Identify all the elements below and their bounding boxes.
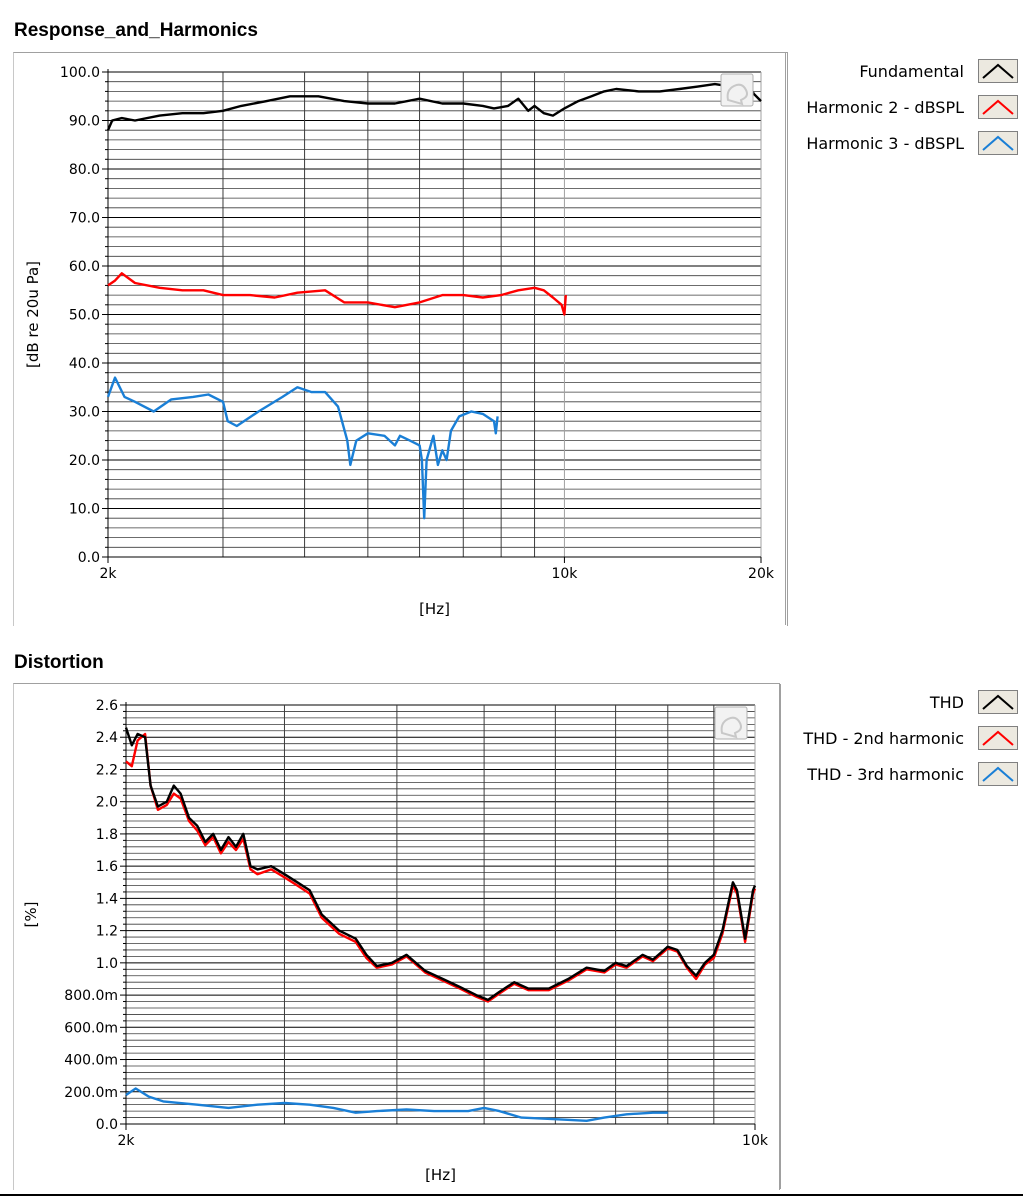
- legend-item[interactable]: Fundamental: [780, 58, 1018, 84]
- y-tick-label: 60.0: [69, 259, 100, 275]
- y-tick-label: 100.0: [60, 65, 100, 81]
- legend-separator: [780, 684, 781, 1189]
- y-tick-label: 400.0m: [64, 1053, 118, 1069]
- y-axis-title: [dB re 20u Pa]: [24, 261, 42, 368]
- legend-item[interactable]: Harmonic 3 - dBSPL: [780, 130, 1018, 156]
- plot-area: [126, 705, 755, 1124]
- y-tick-label: 2.0: [96, 795, 118, 811]
- chart-frame-distortion: [13, 683, 780, 1190]
- legend-label: THD - 3rd harmonic: [807, 764, 964, 784]
- y-tick-label: 1.2: [96, 924, 118, 940]
- y-tick-label: 40.0: [69, 356, 100, 372]
- legend-swatch-icon[interactable]: [978, 131, 1018, 155]
- y-tick-label: 2.4: [96, 730, 118, 746]
- x-tick-label: 2k: [99, 566, 117, 582]
- legend-label: Harmonic 3 - dBSPL: [806, 133, 964, 153]
- y-tick-label: 70.0: [69, 211, 100, 227]
- legend-swatch-icon[interactable]: [978, 762, 1018, 786]
- y-tick-label: 2.6: [96, 698, 118, 714]
- legend-item[interactable]: THD - 3rd harmonic: [775, 761, 1018, 787]
- y-tick-label: 200.0m: [64, 1085, 118, 1101]
- x-tick-label: 10k: [742, 1133, 769, 1149]
- palette-icon-bg: [714, 706, 748, 740]
- series-line-fundamental: [106, 80, 762, 131]
- y-tick-label: 80.0: [69, 162, 100, 178]
- y-tick-label: 1.0: [96, 956, 118, 972]
- series-line-thd: [124, 727, 757, 1002]
- chart-title-distortion: Distortion: [14, 652, 104, 673]
- legend-label: Fundamental: [859, 61, 964, 81]
- legend-label: Harmonic 2 - dBSPL: [806, 97, 964, 117]
- series-line-harmonic-2-dbspl: [107, 272, 567, 316]
- chart-frame-response: [13, 52, 788, 626]
- legend-swatch-icon[interactable]: [978, 59, 1018, 83]
- y-tick-label: 1.4: [96, 891, 118, 907]
- x-tick-label: 20k: [748, 566, 775, 582]
- bottom-rule: [0, 1194, 1023, 1196]
- legend-label: THD - 2nd harmonic: [803, 728, 964, 748]
- x-axis-title: [Hz]: [419, 600, 450, 618]
- y-tick-label: 0.0: [96, 1117, 118, 1133]
- graph-palette-icon[interactable]: [720, 73, 754, 107]
- palette-icon-glyph: [720, 716, 742, 739]
- y-tick-label: 1.8: [96, 827, 118, 843]
- legend-swatch-icon[interactable]: [978, 726, 1018, 750]
- y-tick-label: 30.0: [69, 405, 100, 421]
- legend-swatch-icon[interactable]: [978, 690, 1018, 714]
- series-line-thd-3rd-harmonic: [125, 1087, 668, 1123]
- y-tick-label: 600.0m: [64, 1020, 118, 1036]
- y-tick-label: 1.6: [96, 859, 118, 875]
- y-axis-title: [%]: [22, 902, 40, 928]
- legend-item[interactable]: Harmonic 2 - dBSPL: [780, 94, 1018, 120]
- chart-title-response: Response_and_Harmonics: [14, 20, 258, 41]
- x-axis-title: [Hz]: [425, 1166, 456, 1184]
- legend-swatch-icon[interactable]: [978, 95, 1018, 119]
- y-tick-label: 10.0: [69, 502, 100, 518]
- y-tick-label: 90.0: [69, 114, 100, 130]
- legend-separator: [785, 53, 786, 625]
- y-tick-label: 50.0: [69, 308, 100, 324]
- graph-palette-icon[interactable]: [714, 706, 748, 740]
- x-tick-label: 10k: [551, 566, 578, 582]
- legend-label: THD: [929, 692, 964, 712]
- y-tick-label: 0.0: [78, 550, 100, 566]
- y-tick-label: 20.0: [69, 453, 100, 469]
- legend-item[interactable]: THD: [775, 689, 1018, 715]
- legend-item[interactable]: THD - 2nd harmonic: [775, 725, 1018, 751]
- series-line-harmonic-3-dbspl: [106, 376, 499, 520]
- y-tick-label: 2.2: [96, 762, 118, 778]
- y-tick-label: 800.0m: [64, 988, 118, 1004]
- palette-icon-glyph: [726, 83, 748, 106]
- x-tick-label: 2k: [117, 1133, 135, 1149]
